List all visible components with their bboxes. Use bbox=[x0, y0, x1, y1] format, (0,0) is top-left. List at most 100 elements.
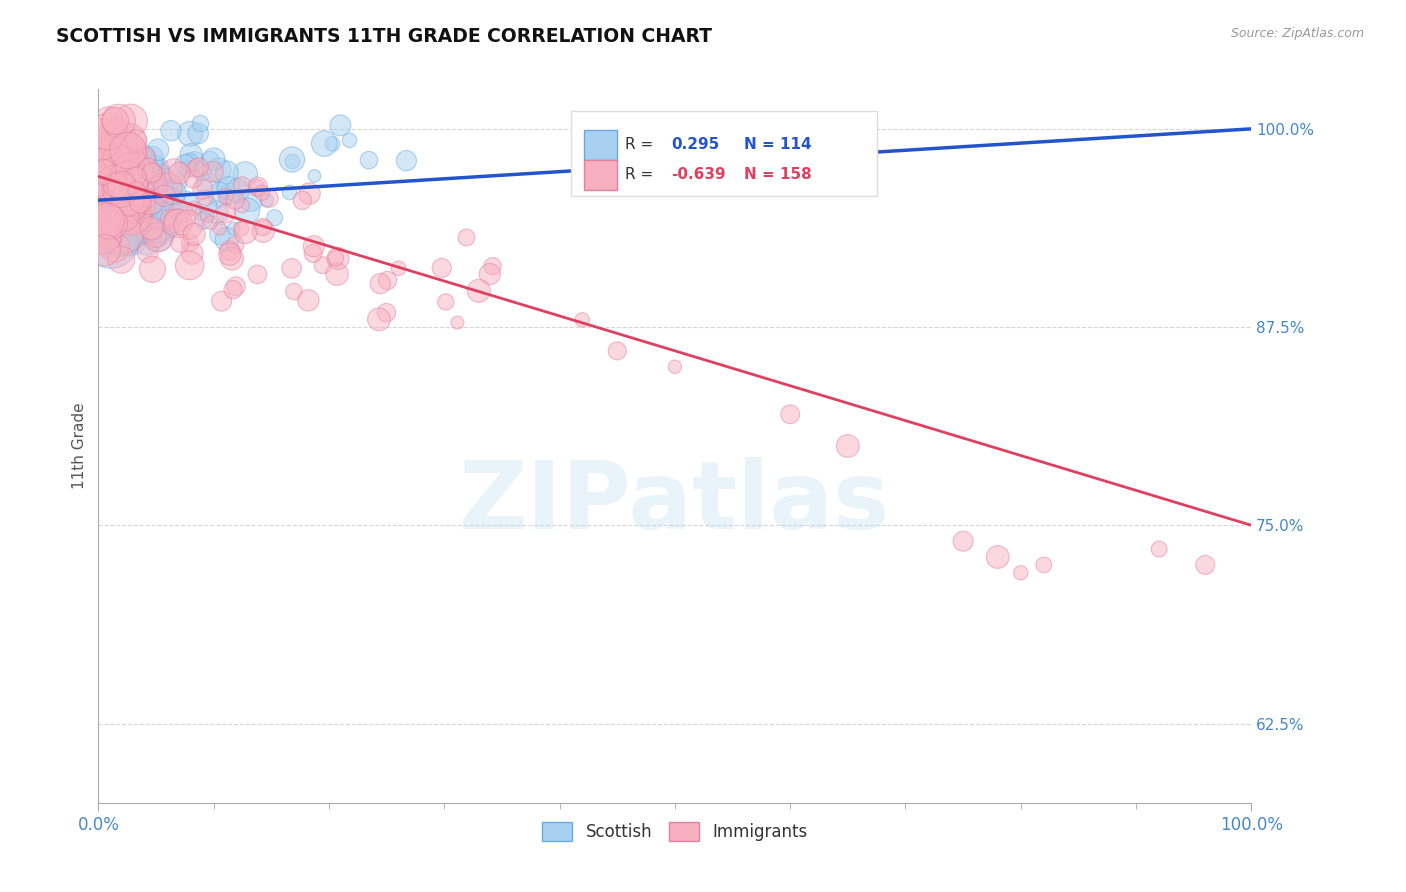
Point bbox=[96, 202, 118, 216]
Point bbox=[117, 148, 139, 162]
Point bbox=[304, 169, 326, 183]
Point bbox=[160, 124, 183, 138]
Point bbox=[190, 116, 212, 130]
Text: Source: ZipAtlas.com: Source: ZipAtlas.com bbox=[1230, 27, 1364, 40]
Point bbox=[200, 216, 222, 230]
Point bbox=[125, 196, 148, 211]
Point bbox=[136, 234, 159, 248]
Point bbox=[91, 207, 114, 221]
Point bbox=[156, 174, 179, 188]
Point bbox=[120, 152, 142, 166]
Point bbox=[112, 227, 135, 242]
Point bbox=[139, 201, 162, 215]
Point bbox=[322, 136, 344, 151]
Point bbox=[191, 164, 214, 178]
Point bbox=[135, 192, 157, 206]
Point bbox=[121, 182, 143, 196]
Point bbox=[107, 215, 129, 229]
Point bbox=[117, 163, 139, 178]
Point bbox=[129, 195, 152, 210]
Point bbox=[145, 230, 167, 244]
Point bbox=[91, 228, 114, 243]
Point bbox=[101, 218, 124, 232]
Point bbox=[224, 237, 246, 252]
Point bbox=[90, 172, 112, 186]
Point bbox=[224, 194, 246, 208]
Point bbox=[215, 233, 238, 247]
Point bbox=[103, 187, 125, 202]
Point bbox=[177, 218, 200, 232]
Point bbox=[148, 230, 170, 244]
Point bbox=[89, 150, 111, 164]
Point bbox=[215, 206, 238, 220]
Point bbox=[231, 198, 253, 212]
Point bbox=[100, 207, 122, 221]
Point bbox=[173, 196, 195, 211]
Point bbox=[257, 191, 280, 205]
Point bbox=[779, 407, 801, 421]
Point bbox=[481, 259, 503, 273]
Point bbox=[131, 155, 153, 169]
Point bbox=[141, 169, 163, 184]
Point bbox=[117, 193, 139, 207]
Point bbox=[141, 262, 163, 277]
Point bbox=[134, 202, 156, 217]
Point bbox=[131, 159, 153, 173]
Point bbox=[208, 163, 231, 178]
Point bbox=[167, 216, 190, 230]
FancyBboxPatch shape bbox=[583, 130, 617, 160]
Point bbox=[97, 228, 120, 243]
Point bbox=[110, 178, 132, 193]
Point bbox=[136, 161, 159, 176]
Point bbox=[120, 114, 142, 128]
Point bbox=[89, 193, 111, 207]
Point bbox=[105, 152, 128, 166]
Point bbox=[93, 196, 115, 211]
Point bbox=[104, 145, 127, 159]
Text: ZIPatlas: ZIPatlas bbox=[460, 457, 890, 549]
Point bbox=[124, 175, 146, 189]
Point bbox=[183, 201, 205, 215]
Point bbox=[176, 161, 198, 176]
Legend: Scottish, Immigrants: Scottish, Immigrants bbox=[536, 815, 814, 848]
Point bbox=[117, 167, 139, 181]
Point bbox=[468, 284, 491, 298]
Point bbox=[98, 207, 121, 221]
Point bbox=[218, 186, 240, 201]
Point bbox=[252, 219, 274, 234]
Point bbox=[184, 161, 207, 176]
Point bbox=[91, 154, 114, 169]
Point bbox=[125, 164, 148, 178]
Point bbox=[138, 172, 160, 186]
Point bbox=[93, 243, 115, 257]
Point bbox=[105, 195, 128, 210]
Point bbox=[112, 194, 135, 209]
Point bbox=[91, 185, 114, 199]
Point bbox=[312, 258, 335, 272]
Point bbox=[280, 261, 302, 276]
Point bbox=[124, 194, 146, 208]
Point bbox=[100, 216, 122, 230]
Point bbox=[326, 267, 349, 281]
Point bbox=[291, 194, 314, 208]
Point bbox=[124, 170, 146, 185]
Point bbox=[187, 127, 209, 141]
Point bbox=[606, 343, 628, 358]
Point bbox=[162, 218, 184, 232]
Point bbox=[107, 114, 129, 128]
Point bbox=[256, 194, 278, 208]
Point bbox=[132, 222, 155, 236]
Point bbox=[146, 143, 169, 157]
Point bbox=[142, 180, 165, 194]
Point bbox=[191, 182, 214, 196]
Text: N = 158: N = 158 bbox=[744, 168, 811, 182]
Point bbox=[139, 194, 162, 209]
Point bbox=[215, 165, 238, 179]
Point bbox=[157, 180, 180, 194]
Point bbox=[329, 118, 352, 132]
Point bbox=[395, 153, 418, 168]
Point bbox=[434, 294, 457, 309]
Point bbox=[222, 283, 245, 297]
Text: SCOTTISH VS IMMIGRANTS 11TH GRADE CORRELATION CHART: SCOTTISH VS IMMIGRANTS 11TH GRADE CORREL… bbox=[56, 27, 713, 45]
Point bbox=[218, 247, 240, 261]
